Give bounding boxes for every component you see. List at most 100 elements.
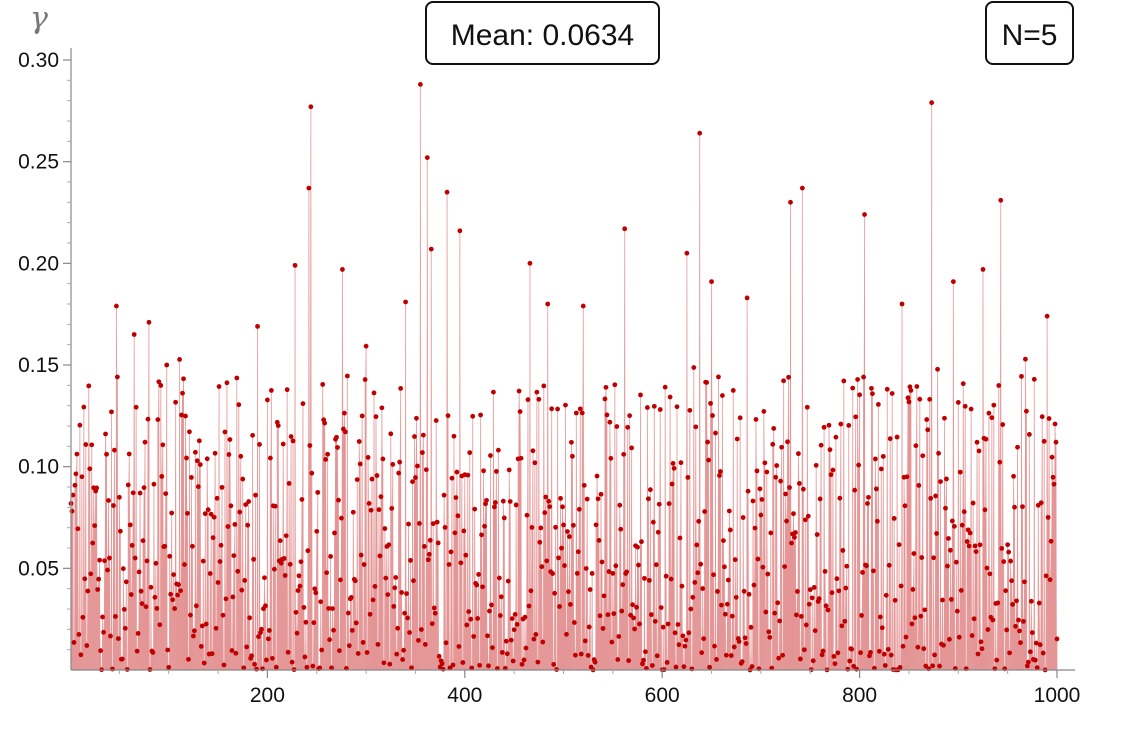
data-point (876, 648, 882, 654)
data-point (763, 609, 769, 615)
data-point (159, 474, 165, 479)
data-point (979, 646, 985, 652)
data-point (959, 522, 965, 528)
data-point (627, 413, 633, 419)
y-tick-label: 0.25 (18, 151, 59, 174)
data-point (190, 633, 196, 639)
data-point (105, 567, 110, 573)
data-point (122, 625, 128, 631)
data-point (828, 472, 834, 478)
data-point (668, 576, 674, 582)
data-point (363, 343, 369, 349)
data-point (764, 469, 770, 475)
data-point (805, 513, 811, 519)
data-point (538, 525, 544, 531)
data-point (600, 626, 606, 631)
data-point (634, 604, 639, 610)
data-point (697, 130, 703, 136)
data-point (894, 434, 900, 440)
data-point (407, 630, 412, 635)
data-point (714, 657, 719, 662)
data-point (413, 475, 418, 480)
data-point (621, 451, 627, 457)
data-point (610, 570, 616, 576)
data-point (728, 653, 734, 658)
data-point (418, 627, 424, 632)
data-point (478, 412, 483, 418)
data-point (497, 613, 503, 618)
data-point (228, 503, 234, 509)
data-point (73, 471, 79, 477)
data-point (259, 626, 264, 632)
data-point (388, 431, 394, 437)
data-point (737, 415, 743, 421)
data-point (739, 659, 745, 665)
data-point (694, 542, 700, 548)
data-point (1020, 504, 1025, 510)
data-point (146, 319, 152, 325)
data-point (700, 586, 706, 591)
data-point (517, 409, 523, 414)
data-point (479, 532, 484, 538)
data-point (613, 563, 619, 569)
data-point (586, 624, 592, 630)
data-point (152, 594, 158, 600)
data-point (896, 542, 902, 548)
data-point (398, 385, 404, 391)
data-point (267, 455, 273, 461)
data-point (87, 466, 93, 472)
data-point (1050, 474, 1056, 480)
data-point (705, 439, 711, 445)
data-point (471, 634, 477, 639)
data-point (829, 590, 835, 596)
data-point (498, 594, 504, 600)
data-point (678, 460, 684, 466)
data-point (686, 630, 692, 636)
y-tick-label: 0.05 (18, 557, 59, 580)
data-point (1015, 444, 1020, 450)
data-point (277, 538, 283, 544)
data-point (287, 561, 293, 567)
data-point (794, 612, 799, 618)
data-point (374, 473, 380, 478)
data-point (919, 555, 925, 560)
data-point (647, 487, 653, 493)
data-point (1019, 373, 1024, 379)
data-point (434, 519, 440, 525)
data-point (511, 627, 517, 633)
data-point (84, 643, 90, 648)
data-point (755, 556, 761, 562)
data-point (153, 560, 159, 566)
data-point (378, 494, 384, 500)
data-point (757, 486, 763, 492)
data-point (397, 459, 403, 465)
data-point (504, 651, 510, 657)
data-point (1031, 376, 1037, 382)
data-point (772, 610, 778, 616)
x-tick-label: 800 (842, 684, 877, 707)
data-point (605, 612, 611, 618)
data-point (184, 455, 189, 461)
data-point (1011, 473, 1016, 479)
data-point (332, 530, 337, 536)
data-point (246, 499, 252, 504)
data-point (250, 432, 256, 438)
data-point (292, 262, 298, 268)
data-point (657, 407, 663, 412)
data-point (263, 603, 268, 609)
data-point (394, 651, 400, 657)
data-point (629, 445, 635, 451)
data-point (534, 389, 540, 395)
data-point (922, 607, 928, 613)
data-point (813, 462, 819, 468)
data-point (886, 562, 892, 568)
data-point (116, 494, 122, 500)
data-point (110, 666, 115, 672)
data-point (816, 596, 822, 602)
data-point (430, 521, 436, 527)
data-point (217, 559, 223, 564)
data-point (741, 588, 747, 594)
data-point (227, 437, 233, 442)
data-point (328, 554, 333, 559)
data-point (415, 463, 420, 469)
